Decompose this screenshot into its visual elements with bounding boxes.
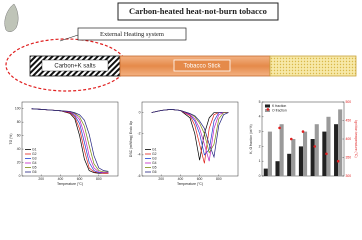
ignition-point	[289, 137, 293, 141]
legend-label: G5	[152, 165, 157, 169]
series-line	[151, 109, 229, 159]
legend-label: G3	[32, 156, 37, 160]
legend-label: K fraction	[272, 104, 286, 108]
x-tick-label: 800	[96, 177, 102, 181]
ignition-point	[266, 108, 270, 111]
legend-label: O fraction	[272, 108, 287, 112]
legend-label: G3	[152, 156, 157, 160]
y-tick-label: 3	[259, 129, 261, 133]
y2-axis-label: Ignition temperature (°C)	[354, 120, 358, 157]
legend-label: G4	[152, 161, 157, 165]
x-tick-label: 200	[158, 177, 164, 181]
bar	[338, 109, 343, 176]
heating-label: External Heating system	[100, 31, 164, 38]
carbon-label: Carbon+K salts	[54, 64, 95, 70]
legend-label: G5	[32, 165, 37, 169]
x-tick-label: 600	[197, 177, 203, 181]
bar	[287, 153, 292, 176]
y-tick-label: 2	[259, 144, 261, 148]
x-tick-label: 400	[58, 177, 64, 181]
ignition-point	[301, 130, 305, 133]
label-box	[77, 27, 187, 41]
y-tick-label: 20	[17, 160, 21, 164]
carbon-label-box	[41, 59, 109, 72]
x-axis-label: Temperature (°C)	[177, 182, 203, 186]
x-tick-label: 400	[178, 177, 184, 181]
ignition-point	[336, 159, 340, 163]
y2-tick-label: 400	[346, 137, 352, 141]
bar	[267, 131, 272, 176]
plot-frame	[21, 101, 119, 177]
y-tick-label: -2	[137, 132, 140, 136]
bar	[291, 139, 296, 176]
bar	[303, 131, 308, 176]
y-axis-label: TG (%)	[9, 134, 13, 145]
legend-label: G2	[32, 152, 37, 156]
x-axis-label: Temperature (°C)	[57, 182, 83, 186]
title-box	[117, 2, 279, 21]
ignition-point	[325, 152, 328, 156]
y-tick-label: -6	[137, 174, 140, 178]
bar	[322, 131, 327, 176]
legend-swatch	[265, 104, 270, 108]
x-tick-label: 200	[38, 177, 44, 181]
tobacco-leaf-icon	[4, 3, 19, 32]
ignition-point	[278, 126, 281, 130]
series-line	[151, 109, 229, 161]
ignition-point	[313, 145, 317, 148]
bar	[275, 161, 280, 176]
legend-label: G1	[32, 147, 37, 151]
bar	[334, 124, 339, 176]
y2-tick-label: 450	[346, 118, 352, 122]
y2-tick-label: 300	[346, 174, 352, 178]
y-tick-label: 1	[259, 159, 261, 163]
tobacco-label-box	[173, 59, 231, 72]
graphical-abstract: Carbon-heated heat-not-burn tobacco Exte…	[4, 2, 358, 186]
bar	[279, 124, 284, 176]
y-tick-label: 0	[259, 174, 261, 178]
x-tick-label: 800	[216, 177, 222, 181]
bar	[263, 168, 268, 176]
y2-tick-label: 500	[346, 100, 352, 104]
filter-section	[269, 55, 357, 77]
legend-label: G2	[152, 152, 157, 156]
y2-tick-label: 350	[346, 155, 352, 159]
bar	[310, 139, 315, 176]
y-tick-label: 40	[17, 147, 21, 151]
y-tick-label: 0	[139, 110, 141, 114]
bar	[314, 124, 319, 176]
y-tick-label: 0	[19, 174, 21, 178]
y-axis-label: K, O fraction (wt %)	[249, 124, 253, 153]
bar	[326, 116, 331, 176]
y-tick-label: 4	[259, 115, 261, 119]
title: Carbon-heated heat-not-burn tobacco	[129, 6, 267, 16]
series-line	[151, 109, 229, 162]
plot-frame	[141, 101, 239, 177]
legend-label: G4	[32, 161, 37, 165]
y-tick-label: 60	[17, 134, 21, 138]
legend-label: G6	[32, 170, 37, 174]
tobacco-label: Tobacco Stick	[183, 64, 221, 70]
x-tick-label: 600	[77, 177, 83, 181]
y-tick-label: 100	[15, 107, 21, 111]
bar	[298, 146, 303, 176]
legend-label: G6	[152, 170, 157, 174]
y-axis-label: DSC (mW/mg) Endo Up	[129, 121, 133, 157]
series-line	[31, 108, 109, 172]
y-tick-label: -4	[137, 153, 140, 157]
callout-line	[59, 34, 79, 42]
y-tick-label: 5	[259, 100, 261, 104]
y-tick-label: 80	[17, 120, 21, 124]
legend-label: G1	[152, 147, 157, 151]
